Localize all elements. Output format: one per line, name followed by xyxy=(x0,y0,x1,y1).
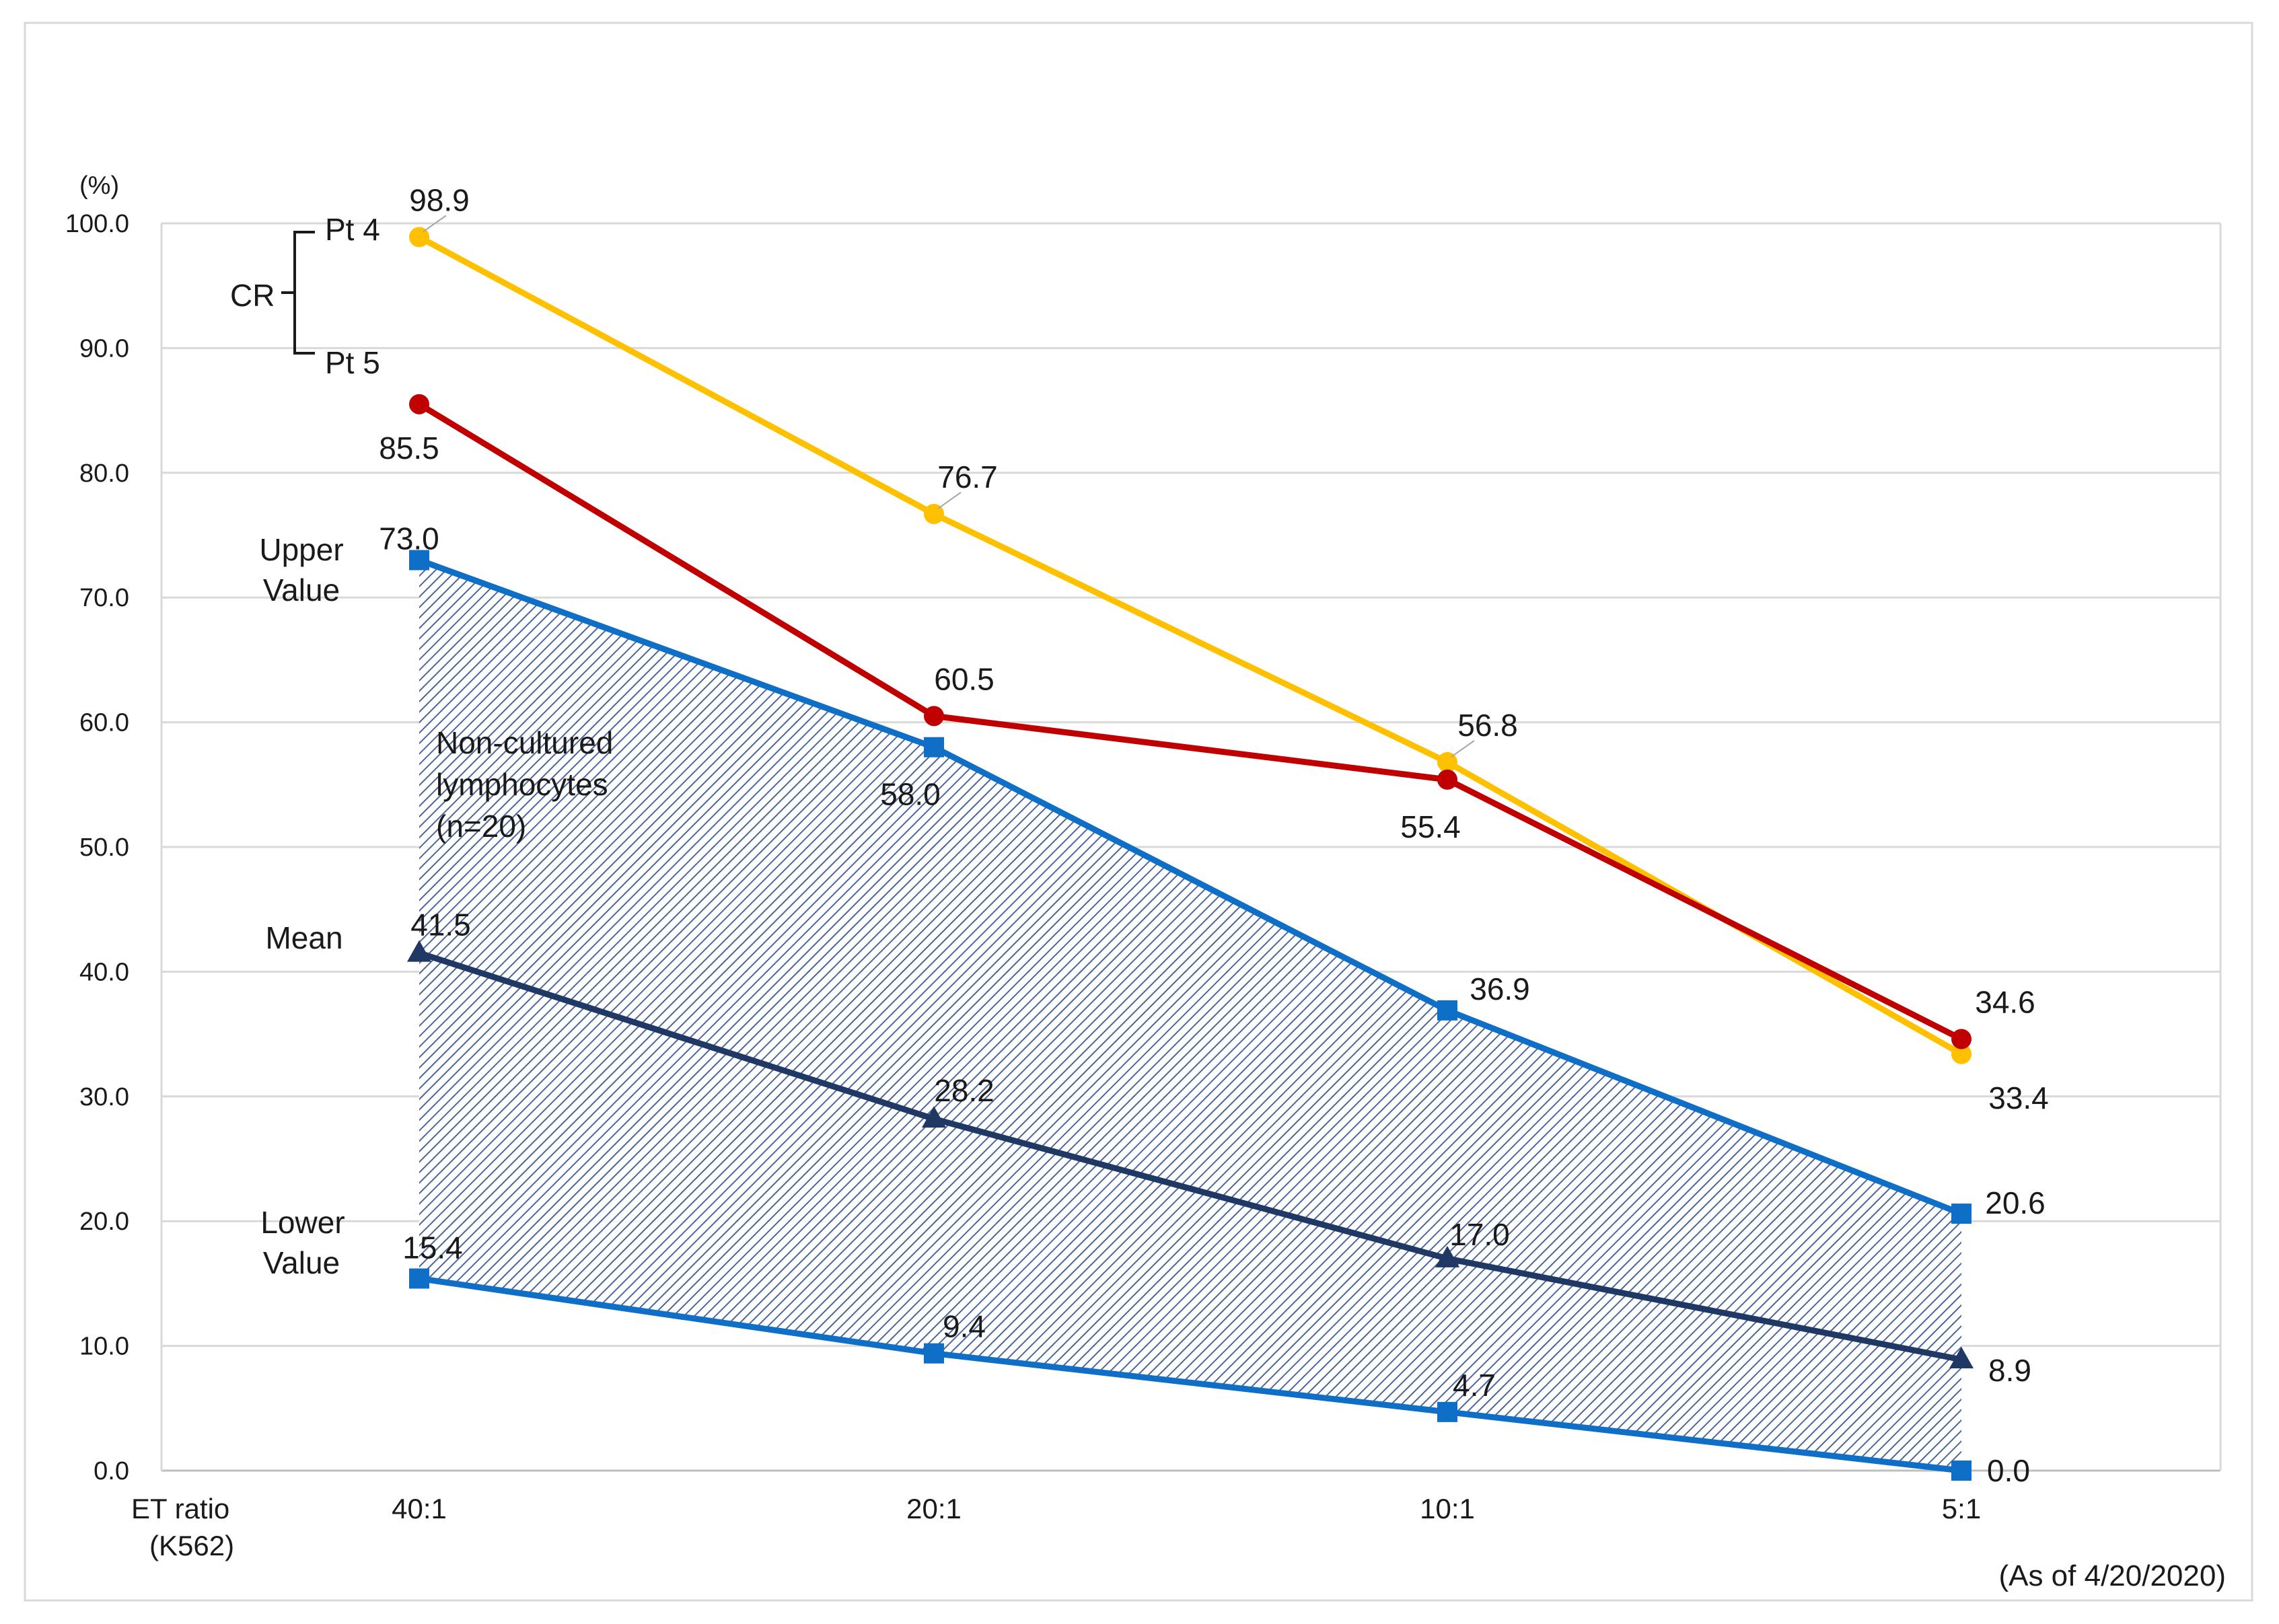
cr-label: CR xyxy=(230,278,275,313)
mean-marker xyxy=(1435,1245,1459,1267)
mean-marker xyxy=(922,1106,946,1128)
pt-4-marker xyxy=(924,503,944,524)
data-labels: 98.9 76.7 56.8 33.4 85.5 60.5 55.4 34.6 73.0 58.0… xyxy=(379,182,2049,1488)
upper-value-marker xyxy=(1437,1000,1457,1021)
mean-data-label: 8.9 xyxy=(1988,1353,2031,1388)
x-axis-label: ET ratio xyxy=(131,1493,229,1524)
pt-4-leader-line xyxy=(937,492,962,509)
y-tick-label: 50.0 xyxy=(79,834,129,862)
upper-value-label: Upper xyxy=(259,532,343,567)
x-tick-label: 5:1 xyxy=(1942,1493,1981,1524)
date-note: (As of 4/20/2020) xyxy=(1998,1559,2226,1592)
mean-label: Mean xyxy=(265,920,342,955)
pt-4-marker xyxy=(409,227,429,248)
upper-value-line xyxy=(418,557,1963,1217)
band-label-2: lymphocytes xyxy=(436,767,608,802)
pt-5-marker xyxy=(409,394,429,414)
series-lines xyxy=(417,234,1963,1474)
chart-frame xyxy=(24,22,2253,1602)
pt-5-line xyxy=(417,401,1963,1042)
lower-value-marker xyxy=(1437,1401,1457,1422)
x-tick-label: 40:1 xyxy=(392,1493,447,1524)
y-tick-label: 20.0 xyxy=(79,1208,129,1236)
pt-5-data-label: 55.4 xyxy=(1400,809,1461,844)
pt-4-data-label: 33.4 xyxy=(1988,1080,2049,1115)
lower-value-marker xyxy=(409,1268,429,1289)
lower-value-marker xyxy=(1951,1461,1971,1481)
pt-4-leader-line xyxy=(423,215,447,233)
lower-value-data-label: 15.4 xyxy=(402,1230,463,1265)
y-tick-label: 90.0 xyxy=(79,334,129,363)
y-tick-label: 60.0 xyxy=(79,709,129,737)
range-band xyxy=(419,560,1961,1471)
lower-value-label: Lower xyxy=(260,1205,345,1240)
mean-line xyxy=(418,950,1962,1363)
upper-value-marker xyxy=(924,737,944,758)
upper-value-data-label: 20.6 xyxy=(1985,1185,2046,1220)
pt-4-data-label: 98.9 xyxy=(409,182,470,217)
mean-marker xyxy=(1949,1346,1974,1368)
pt-4-data-label: 76.7 xyxy=(937,459,998,494)
mean-data-label: 41.5 xyxy=(410,908,471,943)
y-tick-label: 0.0 xyxy=(94,1457,129,1485)
lower-value-label-2: Value xyxy=(263,1245,340,1280)
y-tick-label: 70.0 xyxy=(79,584,129,612)
x-tick-label: 10:1 xyxy=(1420,1493,1475,1524)
lower-value-data-label: 9.4 xyxy=(943,1309,986,1344)
band-area xyxy=(419,560,1961,1471)
lower-value-marker xyxy=(924,1343,944,1364)
upper-value-data-label: 58.0 xyxy=(880,777,941,812)
upper-value-marker xyxy=(409,550,429,570)
upper-value-marker xyxy=(1951,1204,1971,1224)
upper-value-label-2: Value xyxy=(263,573,340,607)
pt-4-leader-line xyxy=(1451,740,1475,758)
mean-marker xyxy=(407,940,431,962)
x-tick-labels: 40:1 20:1 10:1 5:1 xyxy=(392,1493,1981,1524)
pt-5-marker xyxy=(1951,1029,1971,1049)
pt-5-data-label: 34.6 xyxy=(1975,985,2035,1020)
pt-4-marker xyxy=(1951,1043,1971,1064)
pt-5-data-label: 60.5 xyxy=(934,661,994,696)
upper-value-data-label: 73.0 xyxy=(379,521,439,556)
mean-data-label: 28.2 xyxy=(934,1073,994,1108)
pt-5-data-label: 85.5 xyxy=(379,431,439,466)
y-tick-label: 10.0 xyxy=(79,1333,129,1361)
y-tick-label: 100.0 xyxy=(65,210,129,238)
lower-value-line xyxy=(419,1276,1962,1474)
pt-4-marker xyxy=(1437,751,1457,772)
cr-bracket xyxy=(281,231,315,355)
y-tick-labels: 0.0 10.0 20.0 30.0 40.0 50.0 60.0 70.0 80.0 90.0 1… xyxy=(65,210,129,1485)
lower-value-data-label: 4.7 xyxy=(1453,1368,1496,1403)
x-axis-sublabel: (K562) xyxy=(149,1530,234,1561)
pt-4-data-label: 56.8 xyxy=(1457,708,1518,743)
pt4-label: Pt 4 xyxy=(325,212,380,247)
pt-5-marker xyxy=(1437,769,1457,790)
upper-value-data-label: 36.9 xyxy=(1470,971,1530,1006)
y-tick-label: 30.0 xyxy=(79,1083,129,1111)
y-unit-label: (%) xyxy=(79,172,119,200)
y-tick-label: 40.0 xyxy=(79,958,129,986)
x-tick-label: 20:1 xyxy=(906,1493,962,1524)
band-label: Non-cultured xyxy=(436,725,613,760)
lower-value-data-label: 0.0 xyxy=(1987,1453,2030,1488)
mean-data-label: 17.0 xyxy=(1449,1217,1510,1252)
band-label-3: (n=20) xyxy=(436,809,526,844)
series-markers xyxy=(407,227,1974,1481)
pt5-label: Pt 5 xyxy=(325,345,380,380)
y-tick-label: 80.0 xyxy=(79,459,129,488)
pt-5-marker xyxy=(924,706,944,727)
